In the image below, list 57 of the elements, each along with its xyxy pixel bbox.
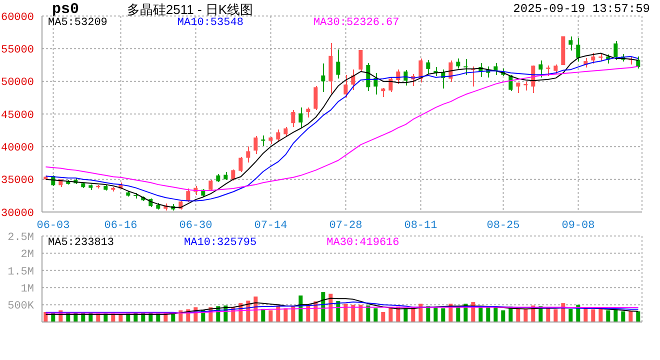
bar [456,307,460,322]
bar [344,304,348,322]
y-tick-label: 2.5M [8,232,34,244]
bar [494,307,498,322]
bar [636,311,640,322]
chart-title: 多晶硅2511 - 日K线图 [126,2,254,17]
bar [614,309,618,322]
x-tick-label: 06-30 [179,220,212,232]
y-tick-label: 1M [20,284,34,296]
y-tick-label: 40000 [0,142,34,155]
bar [598,308,603,322]
bar [441,308,446,322]
bar [284,308,288,322]
annotation: ps0 [52,1,80,18]
bar [524,308,528,322]
bar [568,308,573,322]
y-tick-label: 30000 [0,208,34,220]
bar [516,308,520,322]
y-tick-label: 1.5M [8,266,34,278]
x-tick-label: 07-28 [329,220,362,232]
x-tick-label: 07-14 [254,220,288,232]
bar [404,308,408,322]
bar [621,311,626,322]
x-tick-label: 08-11 [404,220,438,232]
bar [501,310,506,322]
bar [374,308,378,322]
bar [434,306,438,322]
bar [381,312,386,322]
annotation: 2025-09-19 13:57:59 [513,2,650,16]
text: MA10:325795 [184,237,257,249]
y-tick-label: 500K [8,300,34,313]
bar [486,306,490,322]
text: MA30:419616 [326,237,400,249]
bar [606,310,610,322]
x-tick-label: 06-03 [36,220,70,232]
bar [591,309,596,322]
y-tick-label: 35000 [0,175,34,188]
bar [268,310,273,322]
text: MA30:52326.67 [313,17,400,29]
x-tick-label: 06-16 [104,220,138,232]
bar [351,304,356,322]
y-tick-label: 45000 [0,110,34,122]
bar [554,309,558,322]
y-tick-label: 60000 [0,12,34,24]
y-tick-label: 50000 [0,77,34,90]
y-tick-label: 2M [20,249,34,262]
x-tick-label: 09-08 [562,220,595,232]
bar [358,304,363,322]
text: MA5:53209 [48,17,108,29]
text: MA5:233813 [48,237,114,249]
text: MA10:53548 [177,17,244,29]
bar [584,308,588,322]
x-tick-label: 08-25 [486,220,520,232]
y-tick-label: 55000 [0,44,34,57]
bar [366,305,370,322]
bar [426,306,430,322]
bar [628,310,633,322]
